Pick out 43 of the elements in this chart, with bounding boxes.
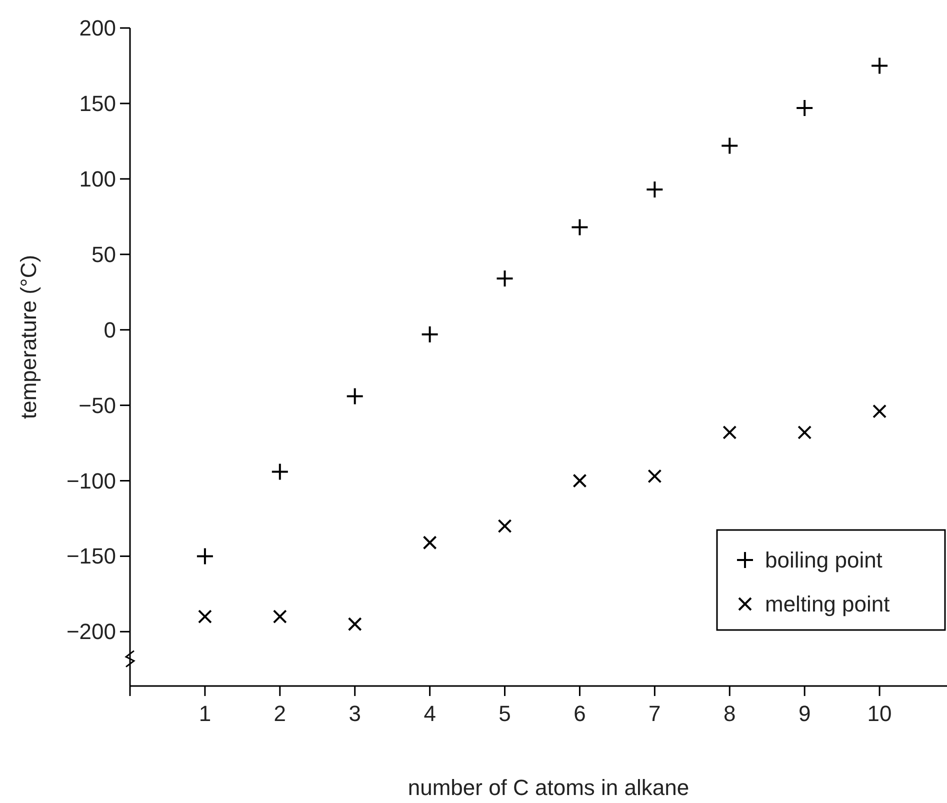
- point: [570, 218, 589, 236]
- legend-label: boiling point: [765, 548, 882, 572]
- point: [798, 425, 812, 440]
- point: [498, 519, 512, 534]
- x-tick-label: 5: [498, 701, 511, 726]
- x-tick-label: 10: [867, 701, 892, 726]
- point: [422, 536, 437, 550]
- y-tick-label: −50: [78, 392, 116, 418]
- y-tick-label: 50: [92, 242, 116, 267]
- point: [270, 462, 289, 481]
- point: [646, 180, 664, 198]
- point: [796, 98, 814, 117]
- point: [872, 404, 887, 418]
- y-tick-label: 200: [79, 16, 116, 40]
- y-tick-label: 100: [79, 166, 116, 192]
- point: [420, 325, 439, 344]
- point: [496, 270, 514, 288]
- point: [198, 610, 212, 624]
- x-tick-label: 6: [574, 701, 586, 726]
- point: [572, 474, 587, 488]
- x-tick-label: 9: [798, 701, 811, 726]
- y-tick-label: −100: [66, 468, 116, 494]
- x-tick-label: 3: [348, 701, 361, 726]
- y-tick-label: 0: [104, 317, 116, 342]
- point: [722, 425, 737, 440]
- y-tick-label: −150: [66, 544, 116, 569]
- point: [720, 136, 739, 155]
- point: [196, 547, 214, 566]
- point: [870, 56, 889, 75]
- point: [348, 617, 362, 632]
- point: [648, 469, 662, 484]
- x-tick-label: 1: [198, 701, 212, 726]
- legend-label: melting point: [765, 592, 890, 616]
- x-tick-label: 2: [274, 701, 286, 726]
- x-tick-label: 8: [724, 701, 736, 726]
- point: [272, 610, 287, 624]
- point: [346, 387, 364, 406]
- y-axis-title: temperature (°C): [16, 254, 41, 420]
- x-tick-label: 7: [648, 701, 661, 726]
- y-tick-label: 150: [79, 90, 116, 116]
- x-tick-label: 4: [424, 701, 436, 726]
- y-tick-label: −200: [66, 619, 116, 644]
- x-axis-title: number of C atoms in alkane: [408, 775, 690, 800]
